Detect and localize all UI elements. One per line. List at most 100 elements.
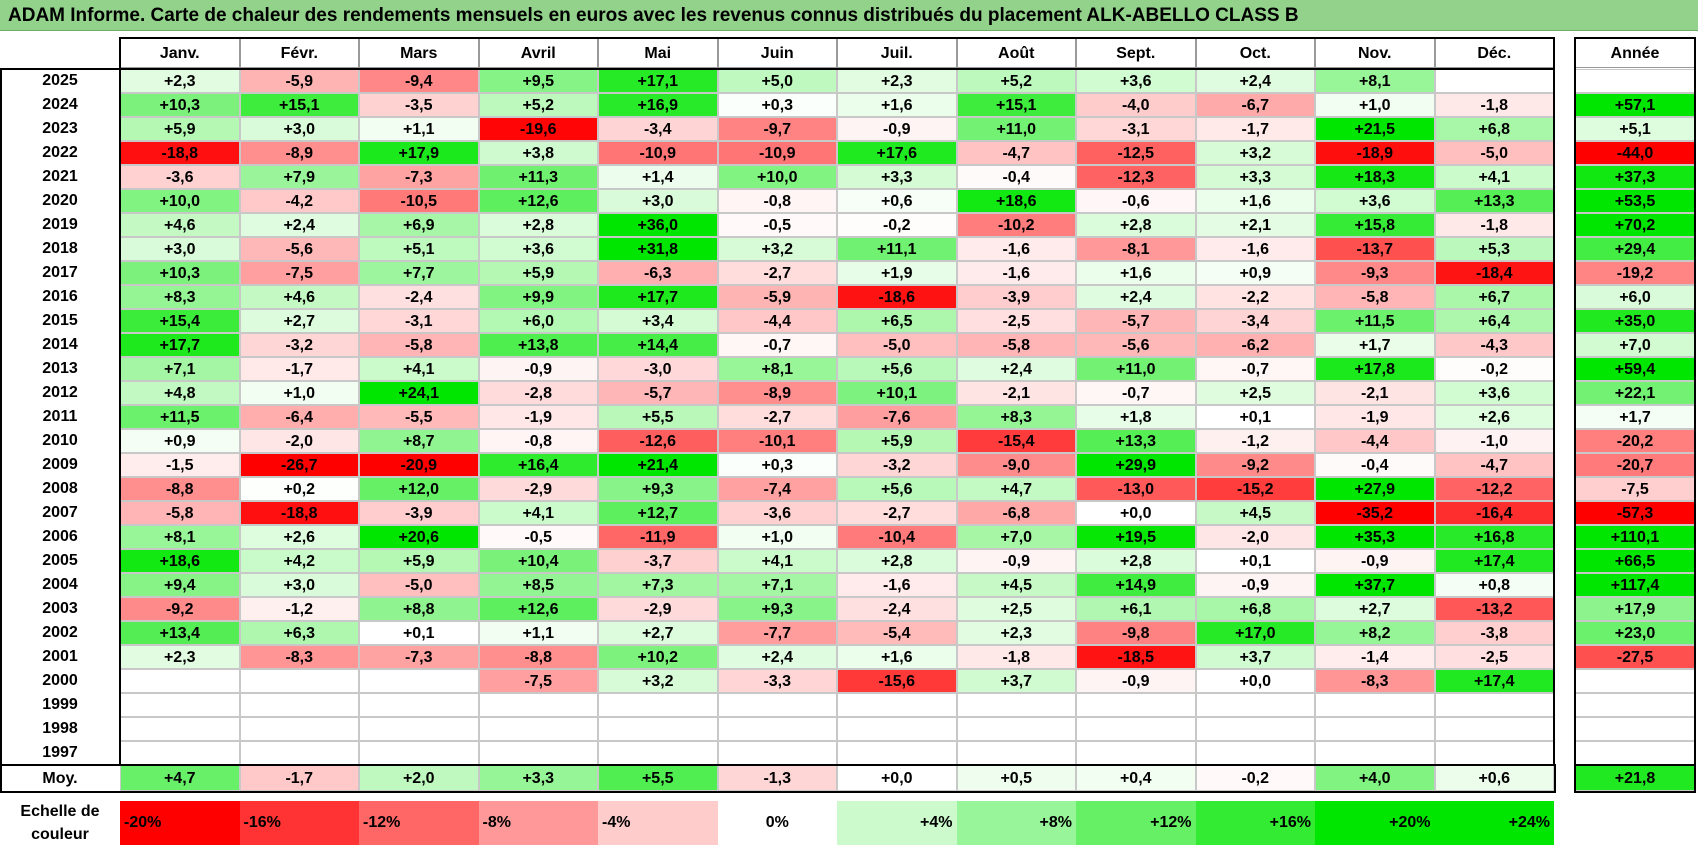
heatmap-cell: +2,6 bbox=[1434, 405, 1554, 429]
heatmap-cell: -3,6 bbox=[120, 165, 240, 189]
heatmap-cell: +3,3 bbox=[1195, 165, 1315, 189]
heatmap-cell: +2,4 bbox=[1076, 285, 1196, 309]
heatmap-cell: +2,7 bbox=[1315, 597, 1435, 621]
heatmap-cell: -11,9 bbox=[598, 525, 718, 549]
heatmap-cell bbox=[478, 717, 598, 741]
heatmap-cell: +0,1 bbox=[1195, 405, 1315, 429]
heatmap-cell bbox=[239, 669, 359, 693]
heatmap-cell: +8,5 bbox=[478, 573, 598, 597]
heatmap-cell: +6,3 bbox=[239, 621, 359, 645]
heatmap-cell: +18,3 bbox=[1315, 165, 1435, 189]
heatmap-cell: +3,7 bbox=[956, 669, 1076, 693]
average-cell: -1,3 bbox=[717, 765, 837, 791]
heatmap-cell: -1,6 bbox=[956, 261, 1076, 285]
heatmap-cell: -0,9 bbox=[478, 357, 598, 381]
heatmap-cell: -7,7 bbox=[717, 621, 837, 645]
heatmap-cell: +0,1 bbox=[359, 621, 479, 645]
heatmap-cell: -8,9 bbox=[239, 141, 359, 165]
heatmap-cell: +3,8 bbox=[478, 141, 598, 165]
heatmap-cell: -10,2 bbox=[956, 213, 1076, 237]
annual-cell: -19,2 bbox=[1575, 261, 1695, 285]
heatmap-cell: +6,7 bbox=[1434, 285, 1554, 309]
heatmap-cell: +0,0 bbox=[1195, 669, 1315, 693]
heatmap-cell: +4,1 bbox=[717, 549, 837, 573]
average-cell: -1,7 bbox=[239, 765, 359, 791]
year-label: 2024 bbox=[42, 96, 78, 113]
annual-cell: +53,5 bbox=[1575, 189, 1695, 213]
heatmap-cell bbox=[956, 741, 1076, 765]
heatmap-cell: +17,4 bbox=[1434, 669, 1554, 693]
heatmap-cell: -4,3 bbox=[1434, 333, 1554, 357]
heatmap-cell: +11,0 bbox=[956, 117, 1076, 141]
annual-cell: +1,7 bbox=[1575, 405, 1695, 429]
heatmap-cell: -9,8 bbox=[1076, 621, 1196, 645]
heatmap-cell: -1,6 bbox=[956, 237, 1076, 261]
heatmap-cell: +2,8 bbox=[1076, 549, 1196, 573]
heatmap-cell: +24,1 bbox=[359, 381, 479, 405]
heatmap-cell: -26,7 bbox=[239, 453, 359, 477]
heatmap-cell: +6,5 bbox=[837, 309, 957, 333]
heatmap-cell: -4,4 bbox=[717, 309, 837, 333]
heatmap-cell: +1,4 bbox=[598, 165, 718, 189]
heatmap-cell: +4,1 bbox=[359, 357, 479, 381]
color-scale-label-line2: couleur bbox=[31, 826, 89, 843]
heatmap-cell bbox=[837, 693, 957, 717]
heatmap-cell: -7,5 bbox=[478, 669, 598, 693]
heatmap-cell: +14,4 bbox=[598, 333, 718, 357]
annual-cell bbox=[1575, 69, 1695, 93]
heatmap-cell: +5,3 bbox=[1434, 237, 1554, 261]
heatmap-cell: +15,1 bbox=[239, 93, 359, 117]
heatmap-cell: -6,4 bbox=[239, 405, 359, 429]
heatmap-cell: +4,2 bbox=[239, 549, 359, 573]
heatmap-cell: -10,5 bbox=[359, 189, 479, 213]
year-label: 1999 bbox=[42, 696, 78, 713]
annual-cell bbox=[1575, 669, 1695, 693]
average-cell: +4,7 bbox=[120, 765, 240, 791]
heatmap-cell bbox=[239, 717, 359, 741]
annual-cell: -57,3 bbox=[1575, 501, 1695, 525]
heatmap-cell: -20,9 bbox=[359, 453, 479, 477]
heatmap-cell: +3,0 bbox=[120, 237, 240, 261]
heatmap-cell: +2,3 bbox=[120, 69, 240, 93]
heatmap-cell: +17,7 bbox=[120, 333, 240, 357]
heatmap-cell: +9,5 bbox=[478, 69, 598, 93]
heatmap-cell: -3,7 bbox=[598, 549, 718, 573]
annual-cell: +37,3 bbox=[1575, 165, 1695, 189]
heatmap-cell bbox=[598, 717, 718, 741]
heatmap-cell: -7,3 bbox=[359, 645, 479, 669]
annual-cell bbox=[1575, 741, 1695, 765]
color-scale-swatch: +16% bbox=[1195, 801, 1315, 845]
heatmap-cell: +17,6 bbox=[837, 141, 957, 165]
heatmap-cell: +8,7 bbox=[359, 429, 479, 453]
heatmap-cell bbox=[598, 693, 718, 717]
average-cell: +5,5 bbox=[598, 765, 718, 791]
heatmap-cell: +4,8 bbox=[120, 381, 240, 405]
heatmap-cell bbox=[1315, 693, 1435, 717]
heatmap-cell: +17,7 bbox=[598, 285, 718, 309]
heatmap-cell: +6,9 bbox=[359, 213, 479, 237]
heatmap-cell: +17,4 bbox=[1434, 549, 1554, 573]
heatmap-cell: +2,8 bbox=[837, 549, 957, 573]
heatmap-cell: +18,6 bbox=[956, 189, 1076, 213]
heatmap-cell: -12,5 bbox=[1076, 141, 1196, 165]
color-scale-swatch: -8% bbox=[478, 801, 598, 845]
heatmap-cell: -3,2 bbox=[239, 333, 359, 357]
heatmap-cell: +5,2 bbox=[478, 93, 598, 117]
heatmap-cell: -3,6 bbox=[717, 501, 837, 525]
heatmap-cell: +7,7 bbox=[359, 261, 479, 285]
heatmap-cell: +4,6 bbox=[239, 285, 359, 309]
heatmap-cell: +29,9 bbox=[1076, 453, 1196, 477]
heatmap-cell: +11,0 bbox=[1076, 357, 1196, 381]
heatmap-cell: +2,6 bbox=[239, 525, 359, 549]
month-header: Déc. bbox=[1434, 38, 1554, 68]
heatmap-cell: -1,0 bbox=[1434, 429, 1554, 453]
heatmap-cell: -19,6 bbox=[478, 117, 598, 141]
heatmap-cell: +27,9 bbox=[1315, 477, 1435, 501]
year-label: 2010 bbox=[42, 432, 78, 449]
heatmap-cell bbox=[359, 693, 479, 717]
heatmap-cell: +5,0 bbox=[717, 69, 837, 93]
heatmap-cell: -7,3 bbox=[359, 165, 479, 189]
heatmap-cell: -3,0 bbox=[598, 357, 718, 381]
heatmap-cell: +8,3 bbox=[120, 285, 240, 309]
heatmap-cell: +2,7 bbox=[239, 309, 359, 333]
